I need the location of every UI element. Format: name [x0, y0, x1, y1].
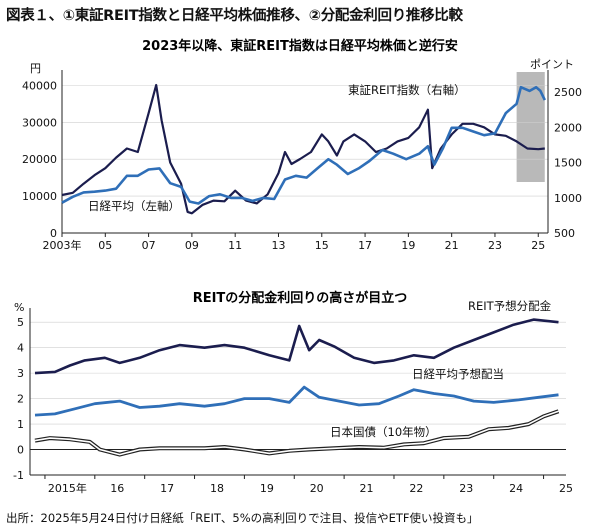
x-tick-label: 16 — [110, 482, 124, 495]
x-tick-label: 18 — [210, 482, 224, 495]
y-tick-label: 5 — [17, 316, 24, 329]
left-tick-label: 0 — [50, 227, 57, 240]
chart-2-title: REITの分配金利回りの高さが目立つ — [193, 290, 408, 306]
right-tick-label: 2000 — [554, 121, 582, 134]
x-tick-label: 21 — [445, 239, 459, 252]
y-tick-label: 4 — [17, 342, 24, 355]
legend-nikkei-dividend: 日経平均予想配当 — [412, 367, 504, 381]
right-tick-label: 1500 — [554, 157, 582, 170]
x-tick-label: 09 — [185, 239, 199, 252]
right-axis-unit: ポイント — [530, 58, 574, 71]
legend-jgb-10y: 日本国債（10年物） — [330, 425, 437, 439]
jgb-line — [34, 410, 559, 456]
x-tick-label: 24 — [509, 482, 523, 495]
x-tick-label: 2015年 — [48, 481, 87, 495]
figure-title: 図表１、①東証REIT指数と日経平均株価推移、②分配金利回り推移比較 — [6, 8, 463, 24]
legend-reit-yield: REIT予想分配金 — [468, 299, 552, 313]
left-tick-label: 30000 — [22, 116, 57, 129]
y-tick-label: 0 — [17, 444, 24, 457]
x-tick-label: 2003年 — [43, 238, 82, 252]
legend-nikkei: 日経平均（左軸） — [88, 199, 180, 213]
y-tick-label: 3 — [17, 367, 24, 380]
left-axis-unit: 円 — [30, 62, 41, 75]
x-tick-label: 19 — [260, 482, 274, 495]
x-tick-label: 05 — [98, 239, 112, 252]
x-tick-label: 07 — [142, 239, 156, 252]
nikkei-dividend-line — [34, 385, 559, 417]
chart-1-title: 2023年以降、東証REIT指数は日経平均株価と逆行安 — [142, 38, 458, 54]
left-tick-label: 20000 — [22, 153, 57, 166]
x-tick-label: 17 — [358, 239, 372, 252]
left-tick-label: 40000 — [22, 79, 57, 92]
y-tick-label: 2 — [17, 393, 24, 406]
x-tick-label: 22 — [409, 482, 423, 495]
nikkei-line — [61, 85, 546, 205]
y-tick-label: -1 — [13, 469, 24, 482]
x-tick-label: 21 — [360, 482, 374, 495]
reit-yield-line — [34, 318, 559, 375]
x-tick-label: 17 — [160, 482, 174, 495]
x-tick-label: 11 — [228, 239, 242, 252]
x-tick-label: 25 — [531, 239, 545, 252]
right-tick-label: 2500 — [554, 86, 582, 99]
x-tick-label: 25 — [559, 482, 573, 495]
x-tick-label: 13 — [271, 239, 285, 252]
x-tick-label: 19 — [401, 239, 415, 252]
right-tick-label: 500 — [554, 227, 575, 240]
right-tick-label: 1000 — [554, 192, 582, 205]
y-axis-unit: % — [14, 301, 24, 314]
x-tick-label: 20 — [310, 482, 324, 495]
legend-reit-index: 東証REIT指数（右軸） — [348, 83, 466, 97]
chart-1-svg: 2023年以降、東証REIT指数は日経平均株価と逆行安 円 ポイント 0 1000… — [22, 38, 582, 252]
left-tick-label: 10000 — [22, 190, 57, 203]
x-tick-label: 23 — [488, 239, 502, 252]
x-tick-label: 15 — [315, 239, 329, 252]
y-tick-label: 1 — [17, 418, 24, 431]
x-tick-label: 23 — [459, 482, 473, 495]
source-note: 出所：2025年5月24日付け日経紙「REIT、5%の高利回りで注目、投信やET… — [6, 511, 479, 525]
